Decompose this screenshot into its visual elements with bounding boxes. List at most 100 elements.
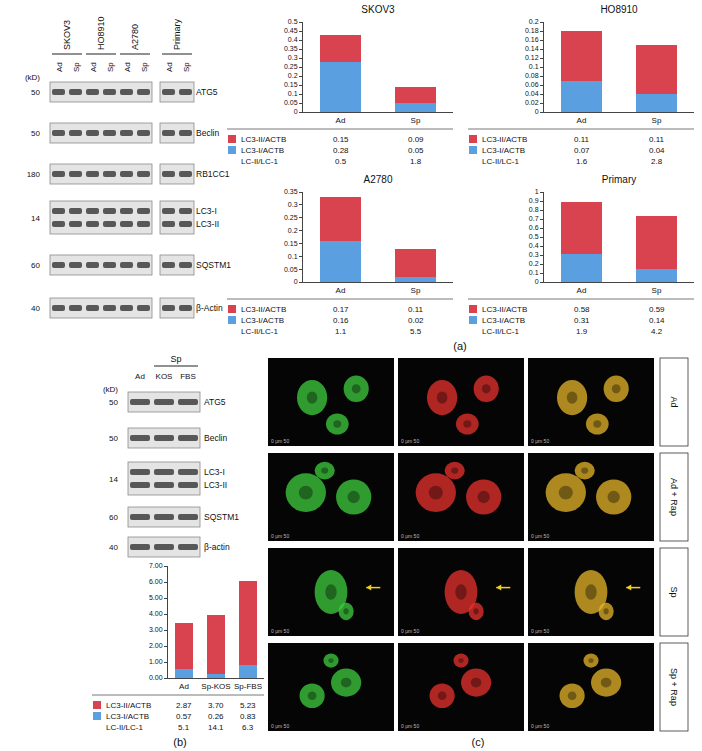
svg-text:LC3-I/ACTB: LC3-I/ACTB (241, 146, 284, 155)
svg-text:0.3: 0.3 (529, 251, 539, 258)
svg-text:5.1: 5.1 (178, 723, 190, 732)
svg-text:50: 50 (31, 129, 40, 138)
svg-text:0.09: 0.09 (408, 135, 424, 144)
svg-text:KOS: KOS (156, 372, 173, 381)
svg-text:0.02: 0.02 (525, 99, 539, 106)
svg-text:1.6: 1.6 (576, 157, 588, 166)
svg-text:0.14: 0.14 (649, 316, 665, 325)
svg-text:(a): (a) (453, 340, 466, 352)
svg-text:LC3-II/ACTB: LC3-II/ACTB (482, 305, 527, 314)
svg-text:0.4: 0.4 (529, 242, 539, 249)
svg-text:2.00: 2.00 (149, 642, 163, 649)
svg-text:Sp: Sp (170, 354, 181, 364)
svg-text:Sp: Sp (652, 286, 662, 295)
svg-text:0.15: 0.15 (284, 240, 298, 247)
svg-text:1.9: 1.9 (576, 327, 588, 336)
svg-text:0.12: 0.12 (525, 54, 539, 61)
svg-text:LC3-II/ACTB: LC3-II/ACTB (106, 701, 151, 710)
svg-text:Sp-FBS: Sp-FBS (234, 682, 262, 691)
svg-text:1.1: 1.1 (335, 327, 347, 336)
svg-text:2.87: 2.87 (176, 701, 192, 710)
svg-text:0.08: 0.08 (525, 72, 539, 79)
svg-text:0.16: 0.16 (525, 36, 539, 43)
svg-text:0.1: 0.1 (529, 63, 539, 70)
svg-text:Ad: Ad (165, 62, 174, 72)
svg-text:LC-II/LC-1: LC-II/LC-1 (241, 327, 278, 336)
svg-text:0.11: 0.11 (574, 135, 590, 144)
svg-text:180: 180 (27, 170, 41, 179)
svg-text:0.2: 0.2 (288, 72, 298, 79)
svg-text:Sp: Sp (72, 62, 81, 72)
svg-text:6.00: 6.00 (149, 578, 163, 585)
svg-text:0.1: 0.1 (529, 269, 539, 276)
svg-text:0 μm 50: 0 μm 50 (271, 438, 289, 444)
svg-text:0: 0 (294, 108, 298, 115)
svg-text:0.18: 0.18 (525, 27, 539, 34)
svg-text:5.23: 5.23 (240, 701, 256, 710)
svg-text:LC3-I/ACTB: LC3-I/ACTB (482, 316, 525, 325)
svg-text:0.35: 0.35 (284, 188, 298, 195)
svg-text:Ad: Ad (55, 62, 64, 72)
svg-text:0.5: 0.5 (529, 233, 539, 240)
svg-text:0.45: 0.45 (284, 27, 298, 34)
svg-text:0 μm 50: 0 μm 50 (531, 723, 549, 729)
svg-text:0.04: 0.04 (525, 90, 539, 97)
svg-text:LC3-I: LC3-I (204, 467, 225, 477)
svg-text:0.57: 0.57 (176, 712, 192, 721)
svg-text:0.15: 0.15 (284, 81, 298, 88)
svg-text:LC3-II/ACTB: LC3-II/ACTB (241, 135, 286, 144)
svg-text:5.5: 5.5 (410, 327, 422, 336)
svg-text:Sp: Sp (411, 286, 421, 295)
svg-text:0 μm 50: 0 μm 50 (271, 723, 289, 729)
svg-text:0.26: 0.26 (208, 712, 224, 721)
svg-text:0.59: 0.59 (649, 305, 665, 314)
svg-text:7.00: 7.00 (149, 562, 163, 569)
svg-text:0.5: 0.5 (335, 157, 347, 166)
svg-text:0.14: 0.14 (525, 45, 539, 52)
svg-text:HO8910: HO8910 (96, 16, 106, 50)
svg-text:50: 50 (109, 434, 118, 443)
svg-text:0 μm 50: 0 μm 50 (401, 533, 419, 539)
svg-text:60: 60 (109, 513, 118, 522)
svg-text:(kD): (kD) (103, 385, 118, 394)
svg-text:0.05: 0.05 (284, 99, 298, 106)
svg-text:2.8: 2.8 (651, 157, 663, 166)
svg-text:0 μm 50: 0 μm 50 (531, 533, 549, 539)
svg-text:(c): (c) (472, 736, 485, 748)
svg-text:(b): (b) (173, 736, 186, 748)
svg-text:0: 0 (535, 278, 539, 285)
svg-text:LC3-I/ACTB: LC3-I/ACTB (106, 712, 149, 721)
svg-text:0.05: 0.05 (408, 146, 424, 155)
svg-text:SQSTM1: SQSTM1 (204, 512, 239, 522)
svg-text:LC3-II: LC3-II (196, 219, 219, 229)
svg-text:Sp: Sp (106, 62, 115, 72)
svg-text:0.25: 0.25 (284, 63, 298, 70)
svg-text:0 μm 50: 0 μm 50 (271, 533, 289, 539)
svg-text:0: 0 (535, 108, 539, 115)
svg-text:LC-II/LC-1: LC-II/LC-1 (106, 723, 143, 732)
svg-text:1.00: 1.00 (149, 658, 163, 665)
svg-text:0.1: 0.1 (288, 253, 298, 260)
svg-text:A2780: A2780 (364, 174, 393, 185)
svg-text:14.1: 14.1 (208, 723, 224, 732)
svg-text:0.4: 0.4 (288, 36, 298, 43)
svg-text:Ad: Ad (135, 372, 145, 381)
svg-text:SKOV3: SKOV3 (62, 20, 72, 50)
svg-text:Ad + Rap: Ad + Rap (669, 478, 679, 516)
svg-text:β-Actin: β-Actin (196, 303, 223, 313)
svg-text:LC3-I: LC3-I (196, 206, 217, 216)
svg-text:(kD): (kD) (25, 73, 40, 82)
svg-text:Sp: Sp (411, 116, 421, 125)
svg-text:0.83: 0.83 (240, 712, 256, 721)
svg-text:0 μm 50: 0 μm 50 (271, 628, 289, 634)
svg-text:Sp + Rap: Sp + Rap (669, 668, 679, 706)
svg-text:3.70: 3.70 (208, 701, 224, 710)
svg-text:Ad: Ad (336, 116, 346, 125)
svg-text:0.58: 0.58 (574, 305, 590, 314)
svg-text:Sp: Sp (669, 586, 679, 597)
svg-text:LC3-I/ACTB: LC3-I/ACTB (241, 316, 284, 325)
svg-text:0.2: 0.2 (529, 18, 539, 25)
svg-text:0.3: 0.3 (288, 54, 298, 61)
svg-text:RB1CC1: RB1CC1 (196, 169, 230, 179)
svg-text:0.05: 0.05 (284, 266, 298, 273)
